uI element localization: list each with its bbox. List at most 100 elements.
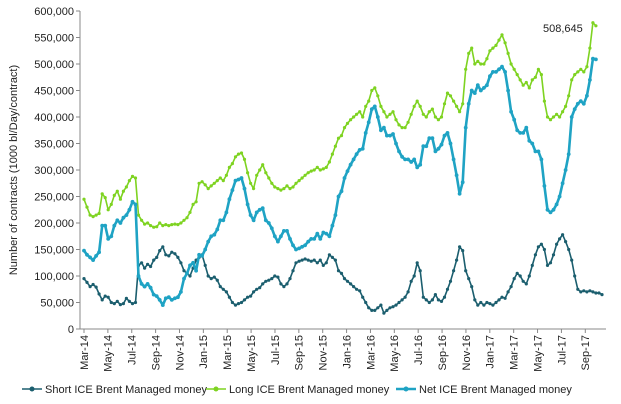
- data-point-net: [118, 221, 123, 225]
- data-point-long: [355, 112, 359, 116]
- data-point-short: [118, 303, 122, 307]
- data-point-long: [385, 115, 389, 119]
- data-point-net: [200, 254, 205, 258]
- data-point-net: [557, 194, 562, 199]
- data-point-long: [306, 171, 310, 175]
- data-point-short: [412, 274, 416, 278]
- data-point-net: [521, 131, 526, 135]
- data-point-long: [342, 126, 347, 130]
- x-tick-label: Jul-17: [556, 335, 568, 365]
- data-point-net: [354, 152, 359, 157]
- data-point-short: [548, 261, 553, 265]
- data-point-net: [491, 70, 495, 74]
- data-point-long: [582, 70, 586, 74]
- data-point-long: [291, 185, 295, 189]
- data-point-short: [497, 298, 501, 302]
- data-point-short: [336, 269, 341, 273]
- data-point-net: [345, 169, 350, 174]
- data-point-short: [503, 296, 507, 300]
- data-point-net: [185, 271, 189, 276]
- data-point-short: [342, 277, 347, 281]
- data-point-short: [246, 295, 250, 299]
- series-points-net: [82, 56, 598, 307]
- data-point-short: [221, 287, 225, 291]
- data-point-short: [82, 277, 86, 281]
- x-tick-label: Mar-16: [365, 335, 377, 370]
- data-point-long: [309, 169, 313, 173]
- data-point-short: [345, 279, 350, 283]
- data-point-long: [594, 24, 598, 28]
- data-point-long: [433, 115, 437, 119]
- data-point-net: [245, 202, 250, 207]
- data-point-net: [406, 157, 410, 162]
- data-point-short: [539, 242, 544, 246]
- x-tick-label: Sep-16: [437, 335, 449, 370]
- data-point-short: [294, 261, 298, 265]
- data-point-long: [121, 189, 125, 193]
- data-point-short: [379, 303, 383, 307]
- data-point-long: [564, 104, 568, 108]
- data-point-short: [591, 290, 595, 294]
- data-point-short: [573, 274, 577, 278]
- series-line-net: [82, 57, 597, 307]
- data-point-long: [455, 104, 459, 108]
- y-tick-label: 500,000: [34, 59, 74, 71]
- data-point-short: [558, 237, 562, 241]
- data-point-short: [382, 311, 386, 315]
- data-point-net: [339, 189, 344, 194]
- data-point-short: [133, 300, 138, 305]
- data-point-net: [88, 255, 92, 260]
- data-point-long: [85, 205, 89, 209]
- data-point-short: [315, 261, 319, 265]
- x-tick-label: Sep-15: [294, 335, 306, 370]
- data-point-long: [249, 181, 253, 185]
- data-point-short: [173, 252, 177, 256]
- data-point-short: [327, 253, 331, 257]
- data-point-net: [454, 173, 459, 178]
- data-point-long: [136, 213, 141, 217]
- data-point-short: [288, 277, 292, 281]
- data-point-short: [542, 247, 547, 252]
- y-axis-title: Number of contracts (1000 bl/Day/contrac…: [8, 65, 20, 275]
- data-point-long: [158, 221, 162, 225]
- data-point-short: [570, 258, 574, 262]
- data-point-net: [451, 157, 456, 162]
- data-point-long: [548, 118, 553, 122]
- data-point-short: [282, 285, 286, 289]
- data-point-net: [382, 125, 386, 130]
- data-point-long: [373, 86, 377, 90]
- data-point-short: [312, 258, 316, 262]
- data-point-long: [170, 223, 174, 227]
- data-point-long: [215, 179, 219, 183]
- data-point-net: [91, 258, 95, 262]
- data-point-short: [585, 290, 589, 294]
- data-point-short: [506, 290, 510, 294]
- data-point-net: [182, 276, 186, 281]
- data-point-short: [352, 285, 356, 289]
- data-point-long: [476, 59, 480, 64]
- data-point-short: [512, 277, 516, 281]
- data-point-short: [448, 279, 453, 283]
- data-point-net: [148, 285, 153, 290]
- y-tick-label: 200,000: [34, 218, 74, 230]
- data-point-short: [167, 254, 171, 258]
- data-point-long: [118, 197, 122, 201]
- data-point-long: [230, 162, 234, 166]
- data-point-long: [318, 168, 322, 172]
- data-point-net: [215, 227, 220, 232]
- data-point-short: [358, 289, 362, 293]
- data-point-net: [203, 247, 208, 252]
- data-point-short: [140, 261, 144, 265]
- data-point-short: [285, 282, 289, 286]
- data-point-short: [533, 253, 538, 257]
- data-point-short: [394, 303, 398, 307]
- data-point-long: [106, 208, 110, 212]
- data-point-net: [321, 230, 326, 235]
- data-point-long: [252, 187, 256, 191]
- data-point-long: [127, 179, 131, 183]
- data-point-long: [270, 181, 274, 185]
- data-point-long: [421, 112, 425, 116]
- data-point-short: [582, 289, 586, 293]
- data-point-net: [209, 234, 214, 239]
- data-point-long: [464, 67, 468, 71]
